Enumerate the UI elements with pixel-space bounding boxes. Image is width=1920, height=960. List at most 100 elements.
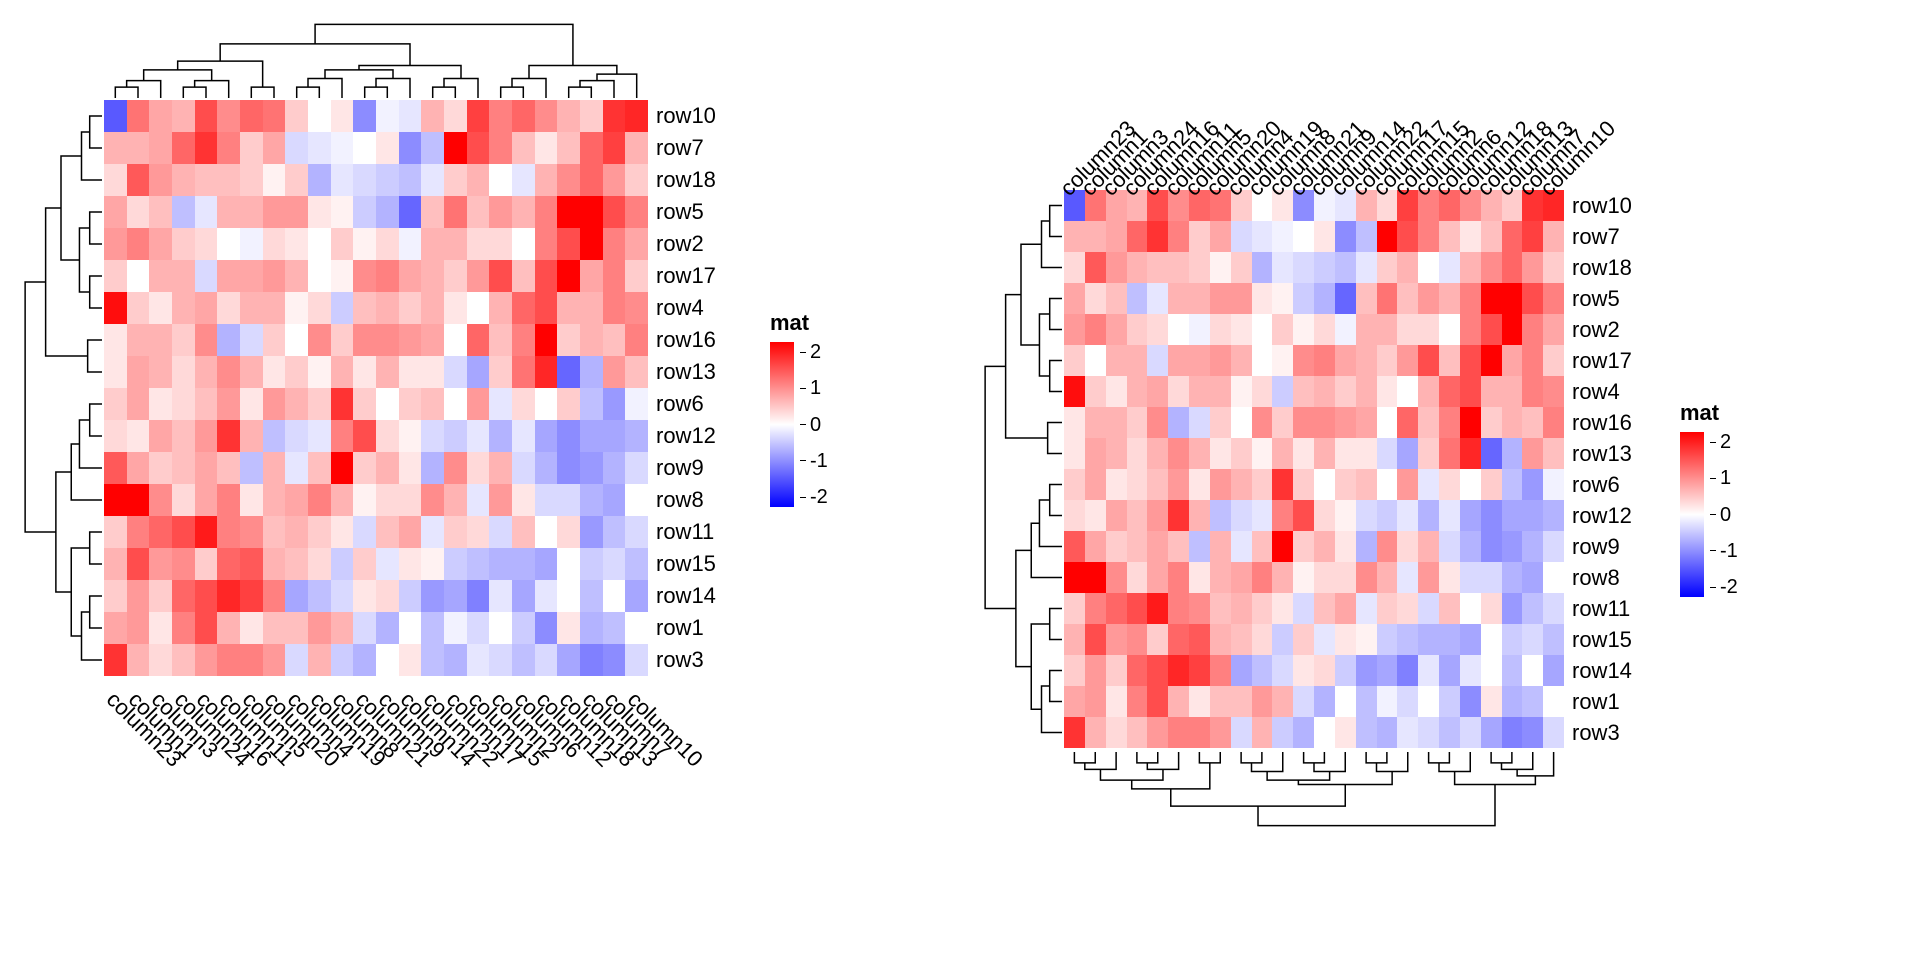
heatmap-cell <box>625 580 648 612</box>
heatmap-cell <box>1252 469 1273 500</box>
heatmap-cell <box>535 516 558 548</box>
heatmap-cell <box>1293 407 1314 438</box>
heatmap-cell <box>1335 593 1356 624</box>
heatmap-cell <box>512 452 535 484</box>
heatmap-cell <box>580 548 603 580</box>
heatmap-cell <box>467 452 490 484</box>
heatmap-cell <box>1377 655 1398 686</box>
heatmap-cell <box>467 580 490 612</box>
row-label: row13 <box>656 356 716 388</box>
heatmap-cell <box>1356 252 1377 283</box>
heatmap-cell <box>1293 314 1314 345</box>
heatmap-cell <box>421 484 444 516</box>
heatmap-cell <box>580 196 603 228</box>
heatmap-cell <box>399 132 422 164</box>
heatmap-cell <box>1147 655 1168 686</box>
heatmap-cell <box>1460 376 1481 407</box>
heatmap-cell <box>127 516 150 548</box>
heatmap-cell <box>172 420 195 452</box>
heatmap-cell <box>1189 345 1210 376</box>
heatmap-cell <box>1127 407 1148 438</box>
heatmap-cell <box>1106 438 1127 469</box>
heatmap-cell <box>1147 562 1168 593</box>
heatmap-cell <box>285 516 308 548</box>
heatmap-cell <box>1147 345 1168 376</box>
heatmap-cell <box>331 132 354 164</box>
heatmap-cell <box>1210 624 1231 655</box>
heatmap-cell <box>1210 593 1231 624</box>
row-label: row6 <box>1572 469 1632 500</box>
heatmap-cell <box>376 420 399 452</box>
heatmap-cell <box>1377 252 1398 283</box>
heatmap-cell <box>285 164 308 196</box>
heatmap-cell <box>240 612 263 644</box>
heatmap-cell <box>376 324 399 356</box>
heatmap-cell <box>1085 376 1106 407</box>
legend-title: mat <box>1680 400 1738 426</box>
heatmap-cell <box>603 324 626 356</box>
heatmap-cell <box>444 324 467 356</box>
heatmap-cell <box>353 164 376 196</box>
heatmap-cell <box>1252 593 1273 624</box>
heatmap-cell <box>1106 686 1127 717</box>
column-dendrogram <box>1064 752 1564 830</box>
heatmap-cell <box>1418 283 1439 314</box>
heatmap-cell <box>1168 345 1189 376</box>
heatmap-cell <box>1314 283 1335 314</box>
heatmap-cell <box>1335 562 1356 593</box>
row-label: row2 <box>656 228 716 260</box>
heatmap-cell <box>1335 376 1356 407</box>
heatmap-cell <box>1210 407 1231 438</box>
heatmap-cell <box>1418 593 1439 624</box>
heatmap-cell <box>1293 717 1314 748</box>
heatmap-cell <box>1314 376 1335 407</box>
heatmap-cell <box>1314 531 1335 562</box>
heatmap-cell <box>1502 717 1523 748</box>
heatmap-cell <box>1377 562 1398 593</box>
heatmap-cell <box>535 612 558 644</box>
row-label: row18 <box>656 164 716 196</box>
heatmap-cell <box>1356 686 1377 717</box>
heatmap-cell <box>1085 407 1106 438</box>
heatmap-cell <box>1293 655 1314 686</box>
heatmap-cell <box>1293 500 1314 531</box>
row-label: row12 <box>1572 500 1632 531</box>
heatmap-cell <box>1168 562 1189 593</box>
heatmap-cell <box>263 644 286 676</box>
heatmap-cell <box>104 420 127 452</box>
heatmap-cell <box>1439 562 1460 593</box>
row-label: row8 <box>656 484 716 516</box>
heatmap-cell <box>1397 314 1418 345</box>
heatmap-cell <box>1418 469 1439 500</box>
color-legend: mat210-1-2 <box>770 310 828 507</box>
heatmap-cell <box>1502 345 1523 376</box>
heatmap-cell <box>580 260 603 292</box>
heatmap-cell <box>240 388 263 420</box>
heatmap-grid <box>1064 190 1564 748</box>
heatmap-cell <box>399 516 422 548</box>
heatmap-cell <box>557 516 580 548</box>
heatmap-cell <box>1127 221 1148 252</box>
heatmap-cell <box>580 420 603 452</box>
heatmap-cell <box>1522 283 1543 314</box>
heatmap-cell <box>353 260 376 292</box>
row-labels: row10row7row18row5row2row17row4row16row1… <box>656 100 716 676</box>
row-label: row14 <box>1572 655 1632 686</box>
heatmap-cell <box>331 260 354 292</box>
row-label: row16 <box>656 324 716 356</box>
heatmap-cell <box>1293 438 1314 469</box>
heatmap-cell <box>1502 283 1523 314</box>
heatmap-cell <box>1127 717 1148 748</box>
heatmap-cell <box>603 388 626 420</box>
heatmap-cell <box>1522 624 1543 655</box>
heatmap-cell <box>467 100 490 132</box>
heatmap-cell <box>444 292 467 324</box>
heatmap-cell <box>172 484 195 516</box>
heatmap-cell <box>512 516 535 548</box>
heatmap-cell <box>1335 624 1356 655</box>
heatmap-cell <box>1460 624 1481 655</box>
legend-tick: -1 <box>1710 541 1738 561</box>
heatmap-cell <box>1210 376 1231 407</box>
heatmap-cell <box>1377 345 1398 376</box>
heatmap-cell <box>1418 407 1439 438</box>
